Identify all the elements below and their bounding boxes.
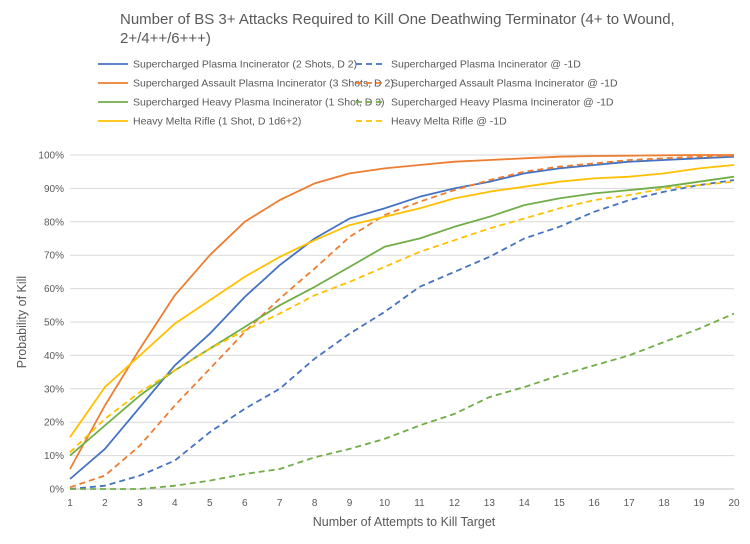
legend-label-2: Supercharged Plasma Incinerator @ -1D <box>391 59 581 71</box>
x-tick-label: 11 <box>414 498 425 509</box>
y-axis-title: Probability of Kill <box>15 276 29 368</box>
x-tick-label: 6 <box>242 498 248 509</box>
series-lines <box>69 154 735 490</box>
y-tick-label: 90% <box>44 184 64 195</box>
x-tick-label: 18 <box>659 498 671 509</box>
y-tick-label: 10% <box>44 451 64 462</box>
x-tick-label: 3 <box>137 498 143 509</box>
x-tick-label: 8 <box>312 498 318 509</box>
x-tick-label: 1 <box>67 498 73 509</box>
legend-label-5: Supercharged Heavy Plasma Incinerator (1… <box>133 97 385 109</box>
y-tick-label: 20% <box>44 418 64 429</box>
legend-label-4: Supercharged Assault Plasma Incinerator … <box>391 78 618 90</box>
legend-label-1: Supercharged Plasma Incinerator (2 Shots… <box>133 59 357 71</box>
series-line-6 <box>70 312 735 490</box>
x-tick-label: 9 <box>347 498 353 509</box>
y-tick-label: 0% <box>50 485 65 496</box>
legend-label-7: Heavy Melta Rifle (1 Shot, D 1d6+2) <box>133 116 301 128</box>
x-tick-label: 19 <box>693 498 705 509</box>
legend-label-8: Heavy Melta Rifle @ -1D <box>391 116 507 128</box>
x-tick-label: 20 <box>728 498 740 509</box>
y-tick-label: 60% <box>44 284 64 295</box>
chart-title-line-1: Number of BS 3+ Attacks Required to Kill… <box>120 11 675 28</box>
x-tick-label: 5 <box>207 498 213 509</box>
x-tick-label: 15 <box>554 498 566 509</box>
x-tick-label: 12 <box>449 498 461 509</box>
series-line-1 <box>69 155 735 480</box>
chart-title-line-2: 2+/4++/6+++) <box>120 30 211 47</box>
series-line-8 <box>69 180 735 453</box>
x-tick-label: 14 <box>519 498 531 509</box>
y-tick-label: 30% <box>44 384 64 395</box>
x-axis-title: Number of Attempts to Kill Target <box>313 515 496 529</box>
legend-label-6: Supercharged Heavy Plasma Incinerator @ … <box>391 97 614 109</box>
legend-label-3: Supercharged Assault Plasma Incinerator … <box>133 78 394 90</box>
series-line-2 <box>69 179 735 490</box>
y-tick-label: 80% <box>44 217 64 228</box>
x-tick-label: 16 <box>589 498 601 509</box>
y-tick-label: 50% <box>44 318 64 329</box>
legend: Supercharged Plasma Incinerator (2 Shots… <box>98 59 618 128</box>
series-line-3 <box>69 154 734 470</box>
y-tick-label: 100% <box>38 151 64 162</box>
x-tick-label: 4 <box>172 498 178 509</box>
x-tick-label: 7 <box>277 498 283 509</box>
series-line-7 <box>69 164 735 438</box>
x-tick-label: 2 <box>102 498 108 509</box>
x-tick-label: 10 <box>379 498 391 509</box>
x-axis-ticks: 1 2 3 4 5 6 7 8 9 10 11 12 13 14 15 16 17 18 19 20 <box>67 498 740 509</box>
x-tick-label: 17 <box>624 498 636 509</box>
series-line-4 <box>69 154 735 489</box>
y-axis-ticks: 0% 10% 20% 30% 40% 50% 60% 70% 80% 90% 100% <box>38 151 64 496</box>
y-tick-label: 40% <box>44 351 64 362</box>
x-tick-label: 13 <box>484 498 496 509</box>
y-tick-label: 70% <box>44 251 64 262</box>
